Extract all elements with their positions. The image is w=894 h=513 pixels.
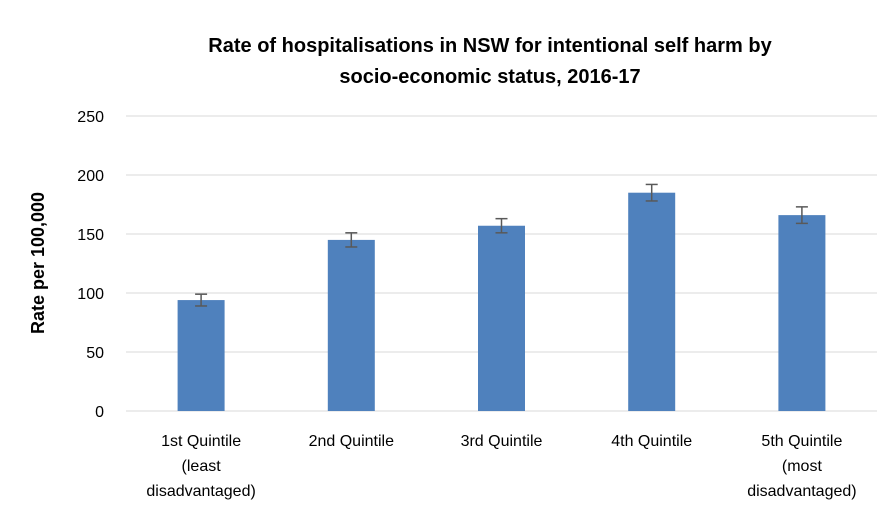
- error-bar: [795, 206, 808, 225]
- x-tick-label: 5th Quintile (most disadvantaged): [747, 433, 856, 500]
- y-tick-label: 200: [77, 168, 104, 185]
- y-tick-label: 250: [77, 109, 104, 126]
- bar: [778, 215, 826, 411]
- error-bar: [345, 232, 358, 248]
- x-tick-label: 1st Quintile (least disadvantaged): [146, 433, 255, 500]
- x-tick-label: 2nd Quintile: [309, 433, 394, 450]
- y-tick-label: 150: [77, 227, 104, 244]
- chart-title: Rate of hospitalisations in NSW for inte…: [208, 35, 772, 88]
- error-bar: [495, 217, 508, 234]
- error-bar: [645, 183, 658, 202]
- bar: [628, 192, 676, 411]
- bar: [177, 300, 225, 411]
- y-tick-label: 100: [77, 286, 104, 303]
- bar: [478, 225, 525, 411]
- bar: [327, 239, 375, 411]
- error-bar: [195, 293, 208, 307]
- y-axis-label: Rate per 100,000: [28, 192, 48, 334]
- y-tick-label: 0: [95, 404, 104, 421]
- x-tick-label: 4th Quintile: [611, 433, 692, 450]
- x-tick-label: 3rd Quintile: [461, 433, 543, 450]
- y-tick-label: 50: [86, 345, 104, 362]
